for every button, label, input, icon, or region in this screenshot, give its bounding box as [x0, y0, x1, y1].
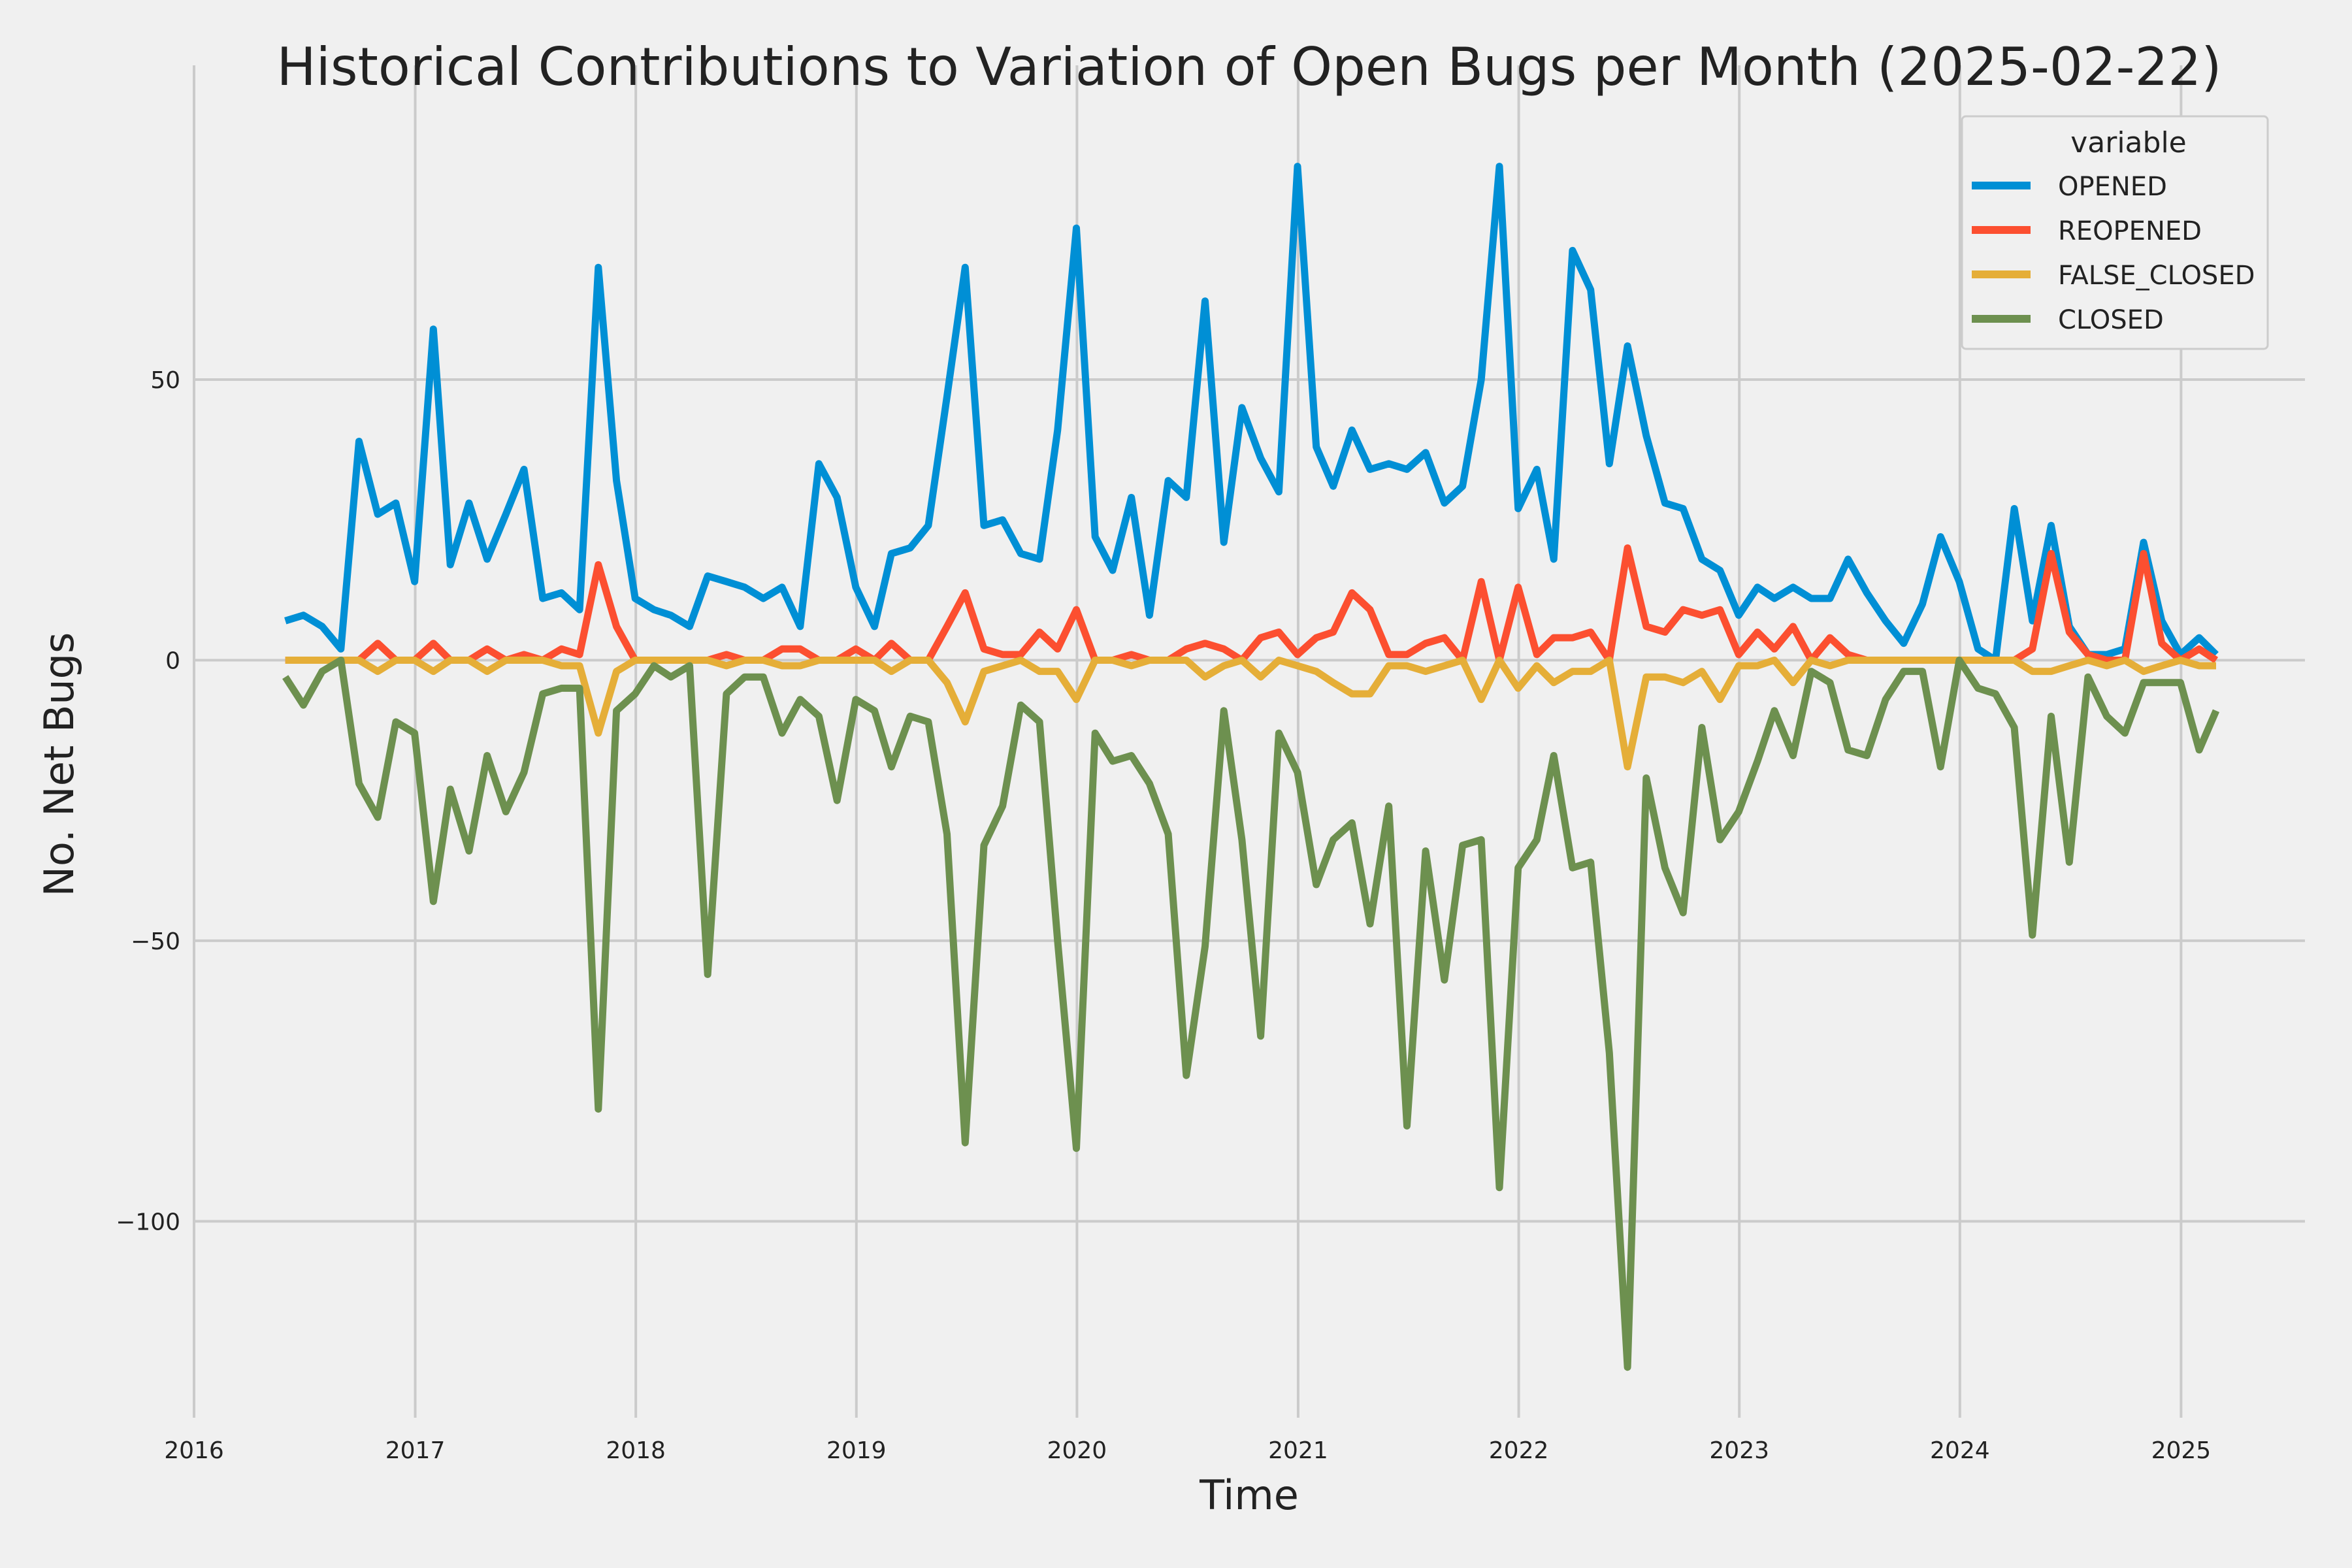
x-tick-label: 2021: [1268, 1437, 1328, 1464]
legend-box: [1961, 115, 2269, 350]
x-tick-label: 2025: [2151, 1437, 2212, 1464]
legend-label-false-closed: FALSE_CLOSED: [2058, 261, 2255, 291]
series-lines: [282, 163, 2220, 1371]
x-tick-label: 2022: [1489, 1437, 1549, 1464]
x-tick-label: 2018: [606, 1437, 666, 1464]
series-line-opened: [284, 163, 2219, 664]
y-tick-label: −50: [131, 928, 180, 955]
x-axis-title: Time: [1199, 1471, 1299, 1519]
series-line-false-closed: [285, 657, 2216, 771]
y-tick-label: 50: [150, 367, 180, 394]
x-tick-label: 2024: [1930, 1437, 1990, 1464]
legend-label-closed: CLOSED: [2058, 305, 2164, 335]
x-tick-label: 2019: [826, 1437, 887, 1464]
legend-label-opened: OPENED: [2058, 172, 2167, 202]
legend: variable OPENED REOPENED FALSE_CLOSED CLOSE…: [1961, 115, 2269, 350]
x-tick-label: 2020: [1047, 1437, 1107, 1464]
legend-title: variable: [2070, 126, 2187, 159]
legend-label-reopened: REOPENED: [2058, 216, 2202, 246]
legend-items: OPENED REOPENED FALSE_CLOSED CLOSED: [1972, 172, 2255, 335]
x-tick-label: 2023: [1709, 1437, 1769, 1464]
tick-labels: 2016 2017 2018 2019 2020 2021 2022 2023 2024 2025…: [116, 367, 2211, 1464]
y-tick-label: −100: [116, 1209, 180, 1235]
x-tick-label: 2017: [385, 1437, 446, 1464]
x-tick-label: 2016: [164, 1437, 224, 1464]
chart-title: Historical Contributions to Variation of…: [276, 37, 2221, 97]
y-tick-label: 0: [165, 647, 180, 674]
series-line-closed: [282, 657, 2220, 1371]
y-axis-title: No. Net Bugs: [35, 632, 83, 897]
